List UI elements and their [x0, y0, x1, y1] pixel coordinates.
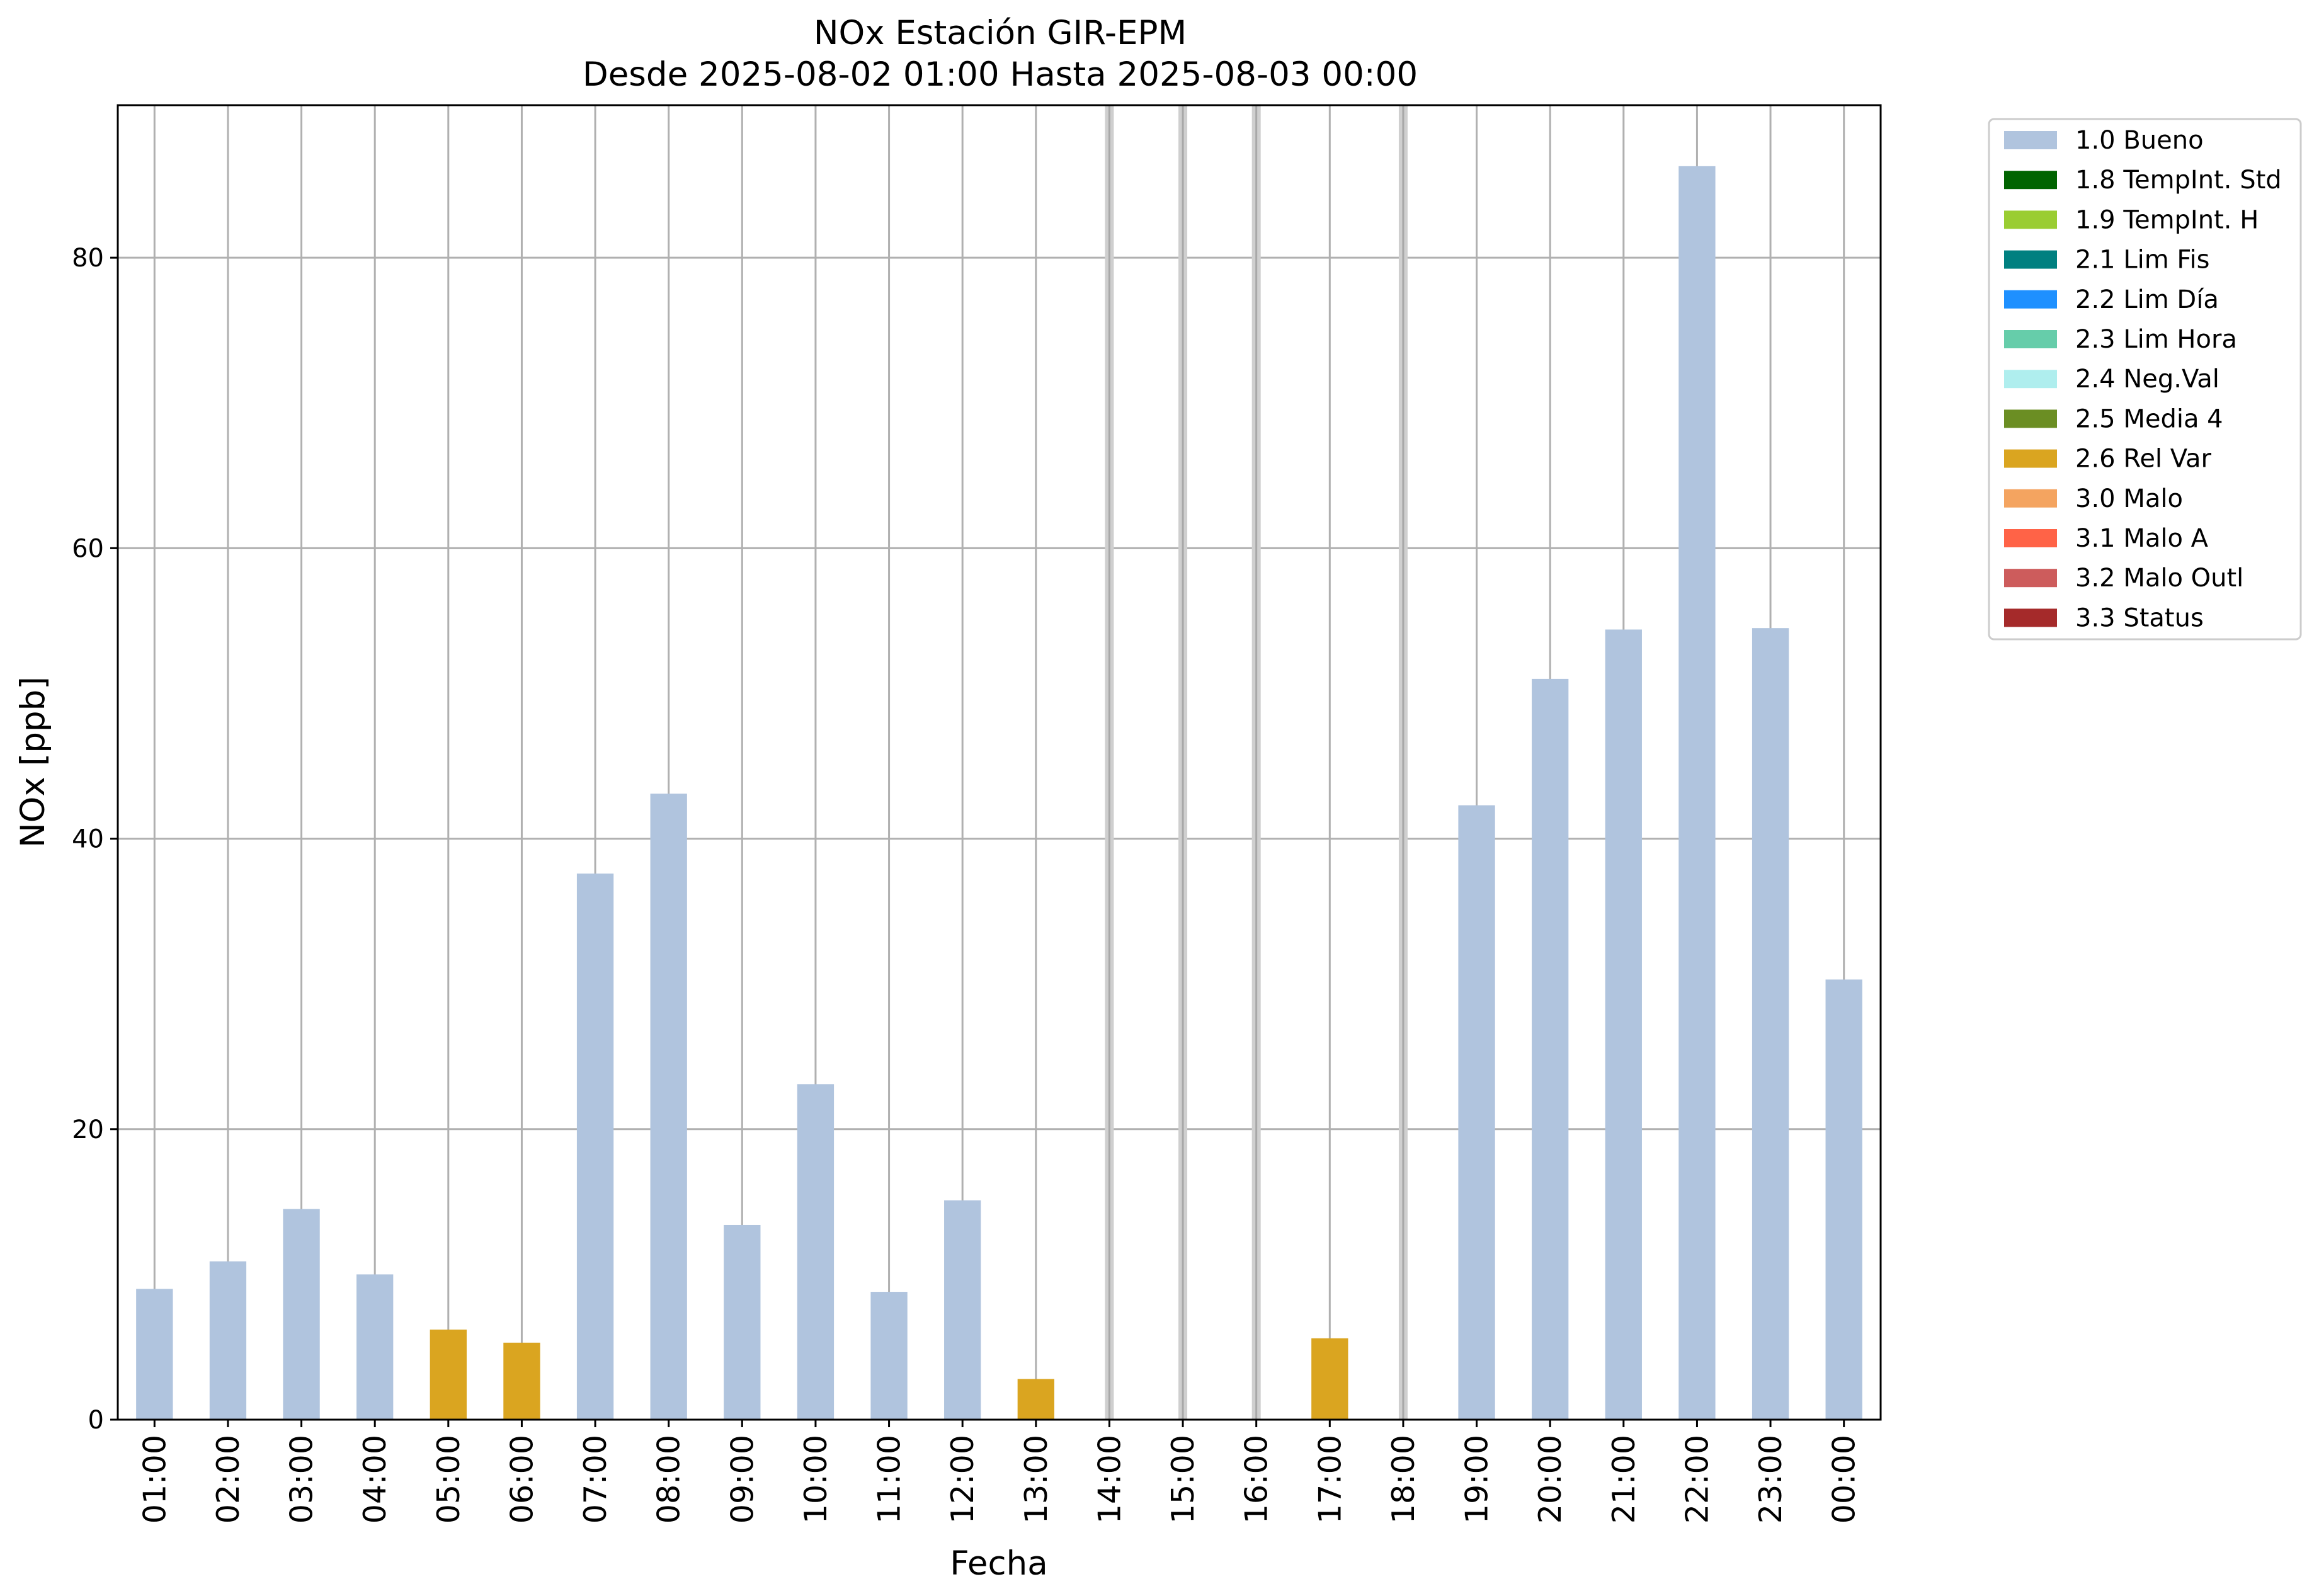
bar — [870, 1292, 908, 1420]
legend-swatch — [2004, 250, 2057, 269]
legend-swatch — [2004, 171, 2057, 190]
bar — [1605, 629, 1642, 1420]
legend-label: 1.0 Bueno — [2075, 126, 2204, 155]
legend-swatch — [2004, 290, 2057, 309]
x-tick-label: 22:00 — [1679, 1435, 1715, 1524]
legend-label: 3.3 Status — [2075, 603, 2204, 632]
legend-swatch — [2004, 449, 2057, 468]
x-tick-label: 20:00 — [1532, 1435, 1568, 1524]
x-tick-label: 05:00 — [431, 1435, 467, 1524]
x-tick-label: 11:00 — [872, 1435, 908, 1524]
x-tick-label: 13:00 — [1018, 1435, 1054, 1524]
x-tick-label: 23:00 — [1753, 1435, 1789, 1524]
x-tick-label: 14:00 — [1091, 1435, 1127, 1524]
chart-title: NOx Estación GIR-EPM — [814, 14, 1187, 52]
plot-frame — [117, 104, 1882, 1421]
legend-entries: 1.0 Bueno 1.8 TempInt. Std 1.9 TempInt. H 2… — [2004, 126, 2282, 632]
bar — [1825, 979, 1862, 1420]
bar — [356, 1274, 394, 1420]
legend-frame — [1988, 118, 2302, 641]
bar — [650, 794, 687, 1420]
legend-label: 2.4 Neg.Val — [2075, 365, 2219, 394]
missing-data-markers — [1105, 105, 1408, 1420]
y-tick-label: 20 — [72, 1115, 104, 1144]
legend-swatch — [2004, 210, 2057, 229]
bar — [1311, 1338, 1348, 1420]
y-tick-label: 0 — [88, 1406, 104, 1435]
x-tick-label: 12:00 — [945, 1435, 981, 1524]
chart-subtitle: Desde 2025-08-02 01:00 Hasta 2025-08-03 … — [583, 55, 1418, 94]
legend-swatch — [2004, 608, 2057, 627]
bar — [503, 1342, 540, 1420]
x-tick-label: 17:00 — [1312, 1435, 1348, 1524]
legend-label: 3.2 Malo Outl — [2075, 564, 2243, 593]
bar — [724, 1224, 761, 1420]
y-tick-label: 80 — [72, 244, 104, 273]
x-tick-label: 04:00 — [357, 1435, 393, 1524]
bars — [136, 166, 1862, 1420]
legend-swatch — [2004, 131, 2057, 149]
x-tick-label: 03:00 — [284, 1435, 320, 1524]
bar — [944, 1200, 981, 1420]
x-tick-label: 07:00 — [578, 1435, 613, 1524]
legend-label: 3.0 Malo — [2075, 484, 2183, 513]
legend-label: 3.1 Malo A — [2075, 524, 2209, 553]
legend-label: 2.5 Media 4 — [2075, 404, 2223, 433]
x-tick-label: 19:00 — [1459, 1435, 1495, 1524]
bar — [1532, 678, 1569, 1420]
legend-swatch — [2004, 489, 2057, 508]
legend-swatch — [2004, 529, 2057, 547]
legend-swatch — [2004, 569, 2057, 588]
legend-label: 2.6 Rel Var — [2075, 445, 2212, 474]
x-tick-label: 18:00 — [1386, 1435, 1422, 1524]
y-axis-label: NOx [ppb] — [14, 676, 52, 848]
legend-label: 1.9 TempInt. H — [2075, 205, 2259, 234]
legend-label: 2.3 Lim Hora — [2075, 325, 2237, 354]
x-tick-label: 15:00 — [1165, 1435, 1201, 1524]
x-tick-label: 16:00 — [1239, 1435, 1275, 1524]
x-axis-ticks: 01:00 02:00 03:00 04:00 05:00 06:00 07:00 08:00… — [137, 1420, 1862, 1524]
y-tick-label: 60 — [72, 534, 104, 563]
bar — [1752, 628, 1789, 1420]
legend: 1.0 Bueno 1.8 TempInt. Std 1.9 TempInt. H 2… — [1988, 118, 2302, 641]
x-tick-label: 09:00 — [724, 1435, 760, 1524]
x-tick-label: 08:00 — [651, 1435, 687, 1524]
legend-swatch — [2004, 370, 2057, 389]
bar — [1678, 166, 1716, 1420]
y-tick-label: 40 — [72, 825, 104, 854]
legend-label: 2.2 Lim Día — [2075, 285, 2219, 314]
legend-label: 2.1 Lim Fis — [2075, 246, 2209, 275]
x-tick-label: 21:00 — [1606, 1435, 1642, 1524]
y-axis-ticks: 0 20 40 60 80 — [72, 244, 118, 1435]
bar — [576, 873, 614, 1420]
bar — [283, 1209, 320, 1420]
bar — [1458, 805, 1495, 1420]
bar — [1017, 1379, 1054, 1420]
legend-label: 1.8 TempInt. Std — [2075, 166, 2282, 195]
bar — [136, 1289, 173, 1420]
legend-swatch — [2004, 409, 2057, 428]
x-tick-label: 02:00 — [210, 1435, 246, 1524]
x-tick-label: 00:00 — [1826, 1435, 1862, 1524]
bar — [797, 1084, 835, 1420]
bar — [209, 1261, 247, 1420]
bar — [430, 1330, 467, 1420]
x-tick-label: 01:00 — [137, 1435, 173, 1524]
x-axis-label: Fecha — [950, 1544, 1047, 1583]
x-tick-label: 10:00 — [798, 1435, 834, 1524]
legend-swatch — [2004, 330, 2057, 348]
x-tick-label: 06:00 — [504, 1435, 540, 1524]
